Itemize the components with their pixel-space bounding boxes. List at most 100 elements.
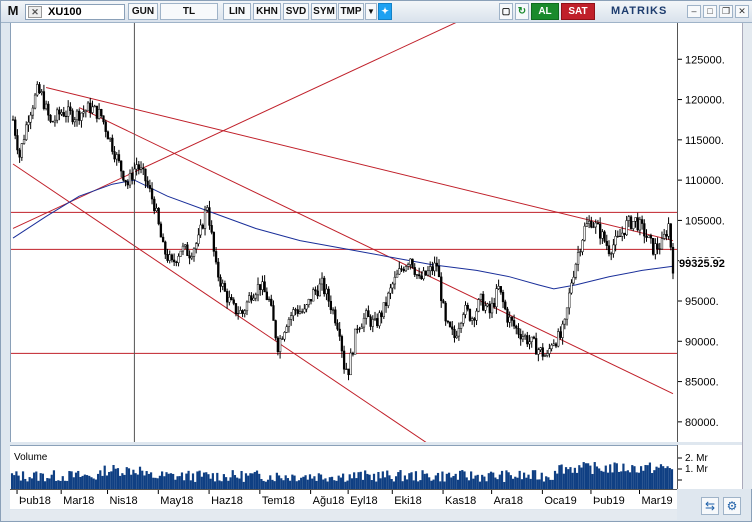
candle: [515, 324, 518, 335]
candle-body: [369, 316, 372, 327]
candle-body: [433, 262, 436, 272]
currency-button[interactable]: TL: [160, 3, 218, 20]
volume-panel[interactable]: [10, 445, 677, 490]
candle-body: [329, 300, 333, 311]
volume-bar: [644, 465, 647, 490]
sync-icon[interactable]: ⇆: [701, 497, 719, 515]
candle: [86, 101, 90, 111]
candle: [95, 105, 99, 123]
candle-body: [38, 84, 41, 94]
menu-button[interactable]: M: [7, 3, 19, 18]
volume-bar: [328, 477, 331, 490]
candle: [267, 296, 271, 302]
candle: [78, 108, 81, 125]
volume-bar: [35, 471, 38, 490]
candle-body: [621, 232, 624, 237]
volume-bar: [39, 473, 42, 490]
candle-body: [625, 220, 628, 235]
maximize-icon[interactable]: □: [703, 5, 717, 18]
candle-body: [594, 222, 597, 228]
candle-body: [506, 308, 509, 323]
candle: [420, 271, 423, 280]
period-button[interactable]: GUN: [128, 3, 158, 20]
candle: [570, 279, 573, 295]
volume-bar: [458, 470, 462, 490]
candle-body: [71, 110, 74, 123]
close-window-icon[interactable]: ✕: [735, 5, 749, 18]
candle-body: [647, 235, 650, 238]
price-axis[interactable]: 125000.120000.115000.110000.105000.10000…: [677, 23, 742, 442]
khn-button[interactable]: KHN: [253, 3, 281, 20]
twitter-icon[interactable]: ✦: [378, 3, 392, 20]
candle: [126, 179, 129, 189]
candle-body: [181, 245, 185, 252]
volume-bar: [222, 474, 226, 490]
candle: [387, 291, 390, 309]
chevron-down-icon[interactable]: ▼: [365, 3, 377, 20]
candle-body: [618, 235, 622, 237]
candle: [25, 121, 28, 141]
volume-bar: [622, 463, 625, 490]
candle-body: [237, 313, 240, 315]
volume-bar: [134, 473, 137, 490]
candle-body: [307, 299, 310, 305]
candle: [530, 336, 533, 348]
sym-button[interactable]: SYM: [311, 3, 337, 20]
candle-body: [632, 221, 635, 229]
candle: [241, 309, 244, 318]
candle-body: [590, 220, 593, 228]
candle-body: [367, 310, 370, 317]
candle-body: [541, 347, 544, 357]
volume-bar: [558, 465, 561, 490]
tmp-button[interactable]: TMP: [338, 3, 364, 20]
sell-button[interactable]: SAT: [561, 3, 595, 20]
candle-body: [515, 325, 518, 329]
price-chart[interactable]: [10, 10, 678, 455]
candle: [440, 272, 443, 308]
volume-bar: [262, 480, 265, 490]
candle: [11, 115, 15, 121]
candle: [318, 278, 321, 297]
minimize-icon[interactable]: –: [687, 5, 701, 18]
candle: [373, 311, 377, 322]
date-axis[interactable]: Þub18 Mar18 Nis18 May18 Haz18 Tem18 Ağu18 Eyl18…: [10, 489, 677, 509]
candle-body: [312, 289, 315, 302]
volume-bar: [591, 473, 594, 490]
candle-body: [601, 231, 604, 239]
vertical-scrollbar[interactable]: [742, 23, 752, 489]
candle-body: [225, 291, 229, 303]
candle-body: [568, 292, 571, 309]
candle: [378, 310, 381, 329]
volume-bar: [191, 473, 195, 490]
buy-button[interactable]: AL: [531, 3, 559, 20]
volume-bar: [174, 479, 177, 490]
candle-body: [157, 208, 160, 225]
svd-button[interactable]: SVD: [283, 3, 309, 20]
scale-button[interactable]: LIN: [223, 3, 251, 20]
candle-body: [14, 119, 17, 136]
restore-icon[interactable]: ❐: [719, 5, 733, 18]
volume-bar: [664, 468, 667, 490]
horizontal-scrollbar[interactable]: [10, 510, 677, 520]
candle-body: [402, 268, 405, 272]
refresh-icon[interactable]: ↻: [515, 3, 529, 20]
candle: [309, 299, 313, 305]
settings-icon[interactable]: ⚙: [723, 497, 741, 515]
candle: [442, 298, 445, 304]
lock-icon[interactable]: ▢: [499, 3, 513, 20]
volume-bar: [313, 476, 316, 490]
candle: [159, 221, 163, 238]
candle-body: [164, 241, 167, 255]
candle-body: [614, 236, 617, 246]
volume-bar: [211, 473, 214, 490]
symbol-field[interactable]: ✕ XU100: [25, 4, 125, 20]
candle: [660, 231, 664, 250]
candle: [475, 308, 478, 326]
volume-bar: [489, 471, 493, 490]
volume-bar: [189, 480, 192, 490]
volume-bar: [154, 477, 157, 490]
candle: [51, 120, 54, 123]
close-icon[interactable]: ✕: [28, 6, 42, 18]
trend-line: [12, 163, 444, 455]
volume-bar: [604, 465, 607, 490]
